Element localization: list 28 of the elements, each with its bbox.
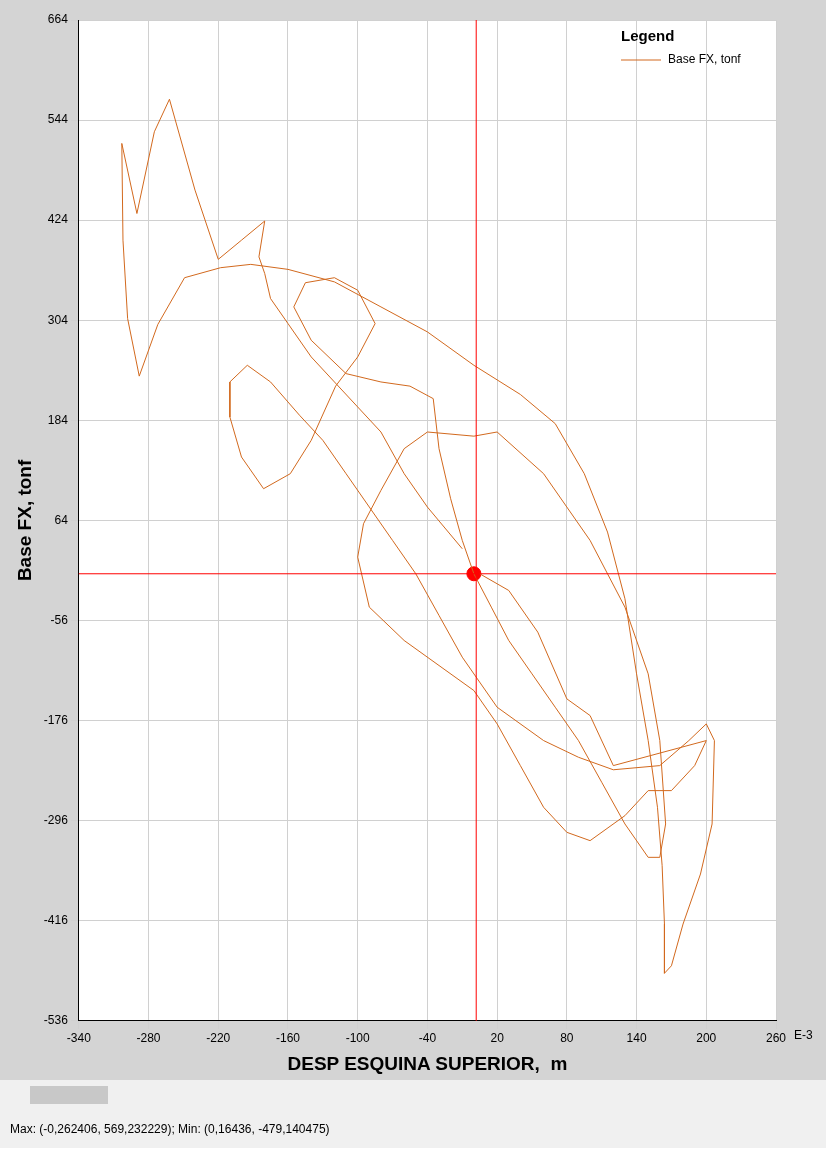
y-tick-label: -296 <box>43 812 69 827</box>
x-tick-label: -40 <box>418 1031 437 1046</box>
x-axis-title: DESP ESQUINA SUPERIOR, m <box>287 1052 568 1074</box>
x-tick-label: -160 <box>275 1031 301 1046</box>
x-tick-label: 200 <box>696 1031 717 1046</box>
y-tick-label: 304 <box>47 312 69 327</box>
y-tick-label: -56 <box>50 612 69 627</box>
x-tick-label: 140 <box>626 1031 647 1046</box>
x-tick-label: -340 <box>66 1031 92 1046</box>
y-tick-label: 64 <box>54 512 69 527</box>
x-tick-label: 20 <box>490 1031 505 1046</box>
legend-title: Legend <box>621 27 675 45</box>
x-tick-label: 80 <box>560 1031 574 1046</box>
y-tick-label: -536 <box>43 1013 69 1028</box>
text: Max: (-0,262406, 569,232229); Min: (0,16436, -479,140475) <box>0 1110 826 1148</box>
y-tick-label: 184 <box>47 412 69 427</box>
y-tick-label: 544 <box>47 112 69 127</box>
x-tick-label: -100 <box>345 1031 371 1046</box>
y-tick-label: 424 <box>47 212 69 227</box>
legend-label: Base FX, tonf <box>668 52 742 67</box>
x-tick-label: -220 <box>206 1031 231 1046</box>
x-tick-label: -280 <box>136 1031 161 1046</box>
y-tick-label: -416 <box>43 913 69 928</box>
x-tick-label: 260 <box>765 1031 787 1046</box>
y-axis-title: Base FX, tonf <box>13 459 35 582</box>
y-tick-label: 664 <box>47 12 69 27</box>
y-tick-label: -176 <box>43 712 69 727</box>
text: E-3 <box>794 1028 813 1043</box>
